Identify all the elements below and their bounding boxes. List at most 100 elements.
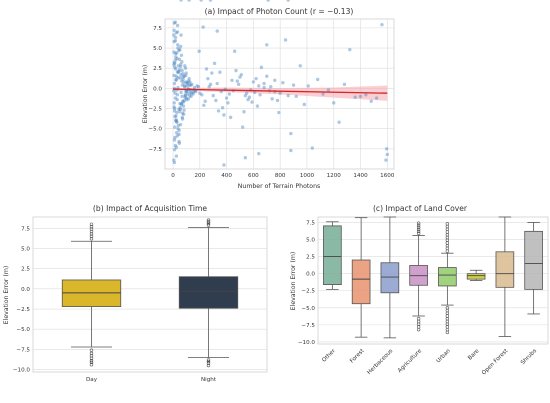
- data-point: [186, 97, 191, 101]
- data-point: [172, 21, 177, 25]
- data-point: [183, 93, 188, 98]
- y-tick-label: 0.0: [306, 272, 315, 278]
- data-point: [180, 99, 185, 103]
- iqr-box: [466, 273, 486, 280]
- data-point: [178, 106, 182, 110]
- data-point: [326, 88, 331, 92]
- data-point: [384, 158, 388, 162]
- outlier: [89, 348, 94, 352]
- data-point: [188, 90, 192, 95]
- data-point: [353, 95, 357, 99]
- scatter-x-axis-label: Number of Terrain Photons: [238, 183, 320, 190]
- data-point: [175, 56, 179, 61]
- outlier: [445, 311, 450, 315]
- data-point: [195, 84, 199, 88]
- data-point: [188, 93, 192, 98]
- data-point: [179, 101, 183, 106]
- data-point: [174, 131, 179, 135]
- outlier: [206, 361, 211, 365]
- outlier: [206, 220, 211, 224]
- data-point: [277, 110, 281, 115]
- outlier: [89, 237, 94, 241]
- data-point: [204, 67, 209, 71]
- data-point: [255, 104, 260, 108]
- box-shrubs: [524, 222, 543, 315]
- data-point: [206, 76, 210, 81]
- data-point: [321, 92, 325, 96]
- data-point: [183, 64, 187, 68]
- data-point: [173, 96, 178, 100]
- data-point: [235, 79, 240, 83]
- data-point: [385, 152, 390, 157]
- data-point: [174, 119, 179, 124]
- data-point: [181, 104, 186, 108]
- data-point: [186, 79, 191, 83]
- y-tick-label: −10.0: [298, 340, 316, 346]
- data-point: [214, 98, 218, 103]
- scatter-x-ticks: 0 200 400 600 800 1000 1200 1400 1600: [171, 173, 395, 179]
- data-point: [186, 92, 190, 96]
- outlier: [89, 222, 94, 226]
- y-tick-label: −7.5: [301, 323, 315, 329]
- data-point: [332, 101, 336, 105]
- data-point: [173, 125, 177, 129]
- data-point: [174, 74, 179, 78]
- data-point: [172, 138, 177, 142]
- outlier: [416, 327, 421, 332]
- data-point: [262, 85, 266, 90]
- data-point: [283, 38, 288, 42]
- data-point: [173, 39, 178, 43]
- outlier: [445, 222, 450, 226]
- outlier: [89, 232, 94, 236]
- scatter-confidence-band: [173, 85, 388, 101]
- outlier: [445, 249, 450, 253]
- scatter-y-axis-label: Elevation Error (m): [142, 65, 149, 124]
- time-y-ticks: −10.0 −7.5 −5.0 −2.5 0.0 2.5 5.0 7.5: [13, 226, 31, 373]
- data-point: [183, 95, 187, 99]
- data-point: [202, 103, 206, 107]
- data-point: [185, 97, 189, 102]
- outlier: [89, 358, 94, 363]
- data-point: [337, 120, 341, 124]
- confidence-band: [173, 85, 388, 101]
- data-point: [173, 135, 177, 140]
- data-point: [244, 91, 249, 95]
- y-tick-label: −5.0: [301, 306, 315, 312]
- data-point: [269, 85, 273, 89]
- data-point: [176, 123, 180, 128]
- outlier: [89, 363, 94, 367]
- x-tick-label: Agriculture: [397, 348, 423, 374]
- y-tick-label: 2.5: [306, 255, 315, 261]
- data-point: [198, 91, 202, 95]
- data-point: [178, 107, 183, 112]
- data-point: [173, 20, 178, 24]
- data-point: [275, 98, 280, 103]
- data-point: [181, 77, 185, 82]
- data-point: [184, 73, 188, 78]
- data-point: [197, 49, 201, 53]
- scatter-points: [172, 0, 390, 167]
- data-point: [265, 74, 269, 78]
- data-point: [179, 102, 184, 107]
- data-point: [179, 33, 183, 37]
- data-point: [174, 55, 178, 59]
- data-point: [174, 77, 178, 82]
- data-point: [230, 78, 234, 82]
- x-tick-label: 200: [194, 173, 205, 179]
- data-point: [180, 83, 185, 87]
- data-point: [172, 106, 177, 111]
- data-point: [178, 47, 182, 52]
- data-point: [246, 97, 250, 102]
- data-point: [172, 109, 177, 113]
- data-point: [302, 102, 306, 107]
- data-point: [238, 75, 242, 79]
- data-point: [384, 147, 389, 151]
- data-point: [184, 80, 188, 84]
- x-tick-label: 1400: [353, 173, 368, 179]
- data-point: [201, 25, 205, 29]
- x-tick-label: Urban: [436, 348, 453, 365]
- data-point: [174, 154, 179, 158]
- data-point: [196, 85, 201, 89]
- data-point: [178, 122, 183, 127]
